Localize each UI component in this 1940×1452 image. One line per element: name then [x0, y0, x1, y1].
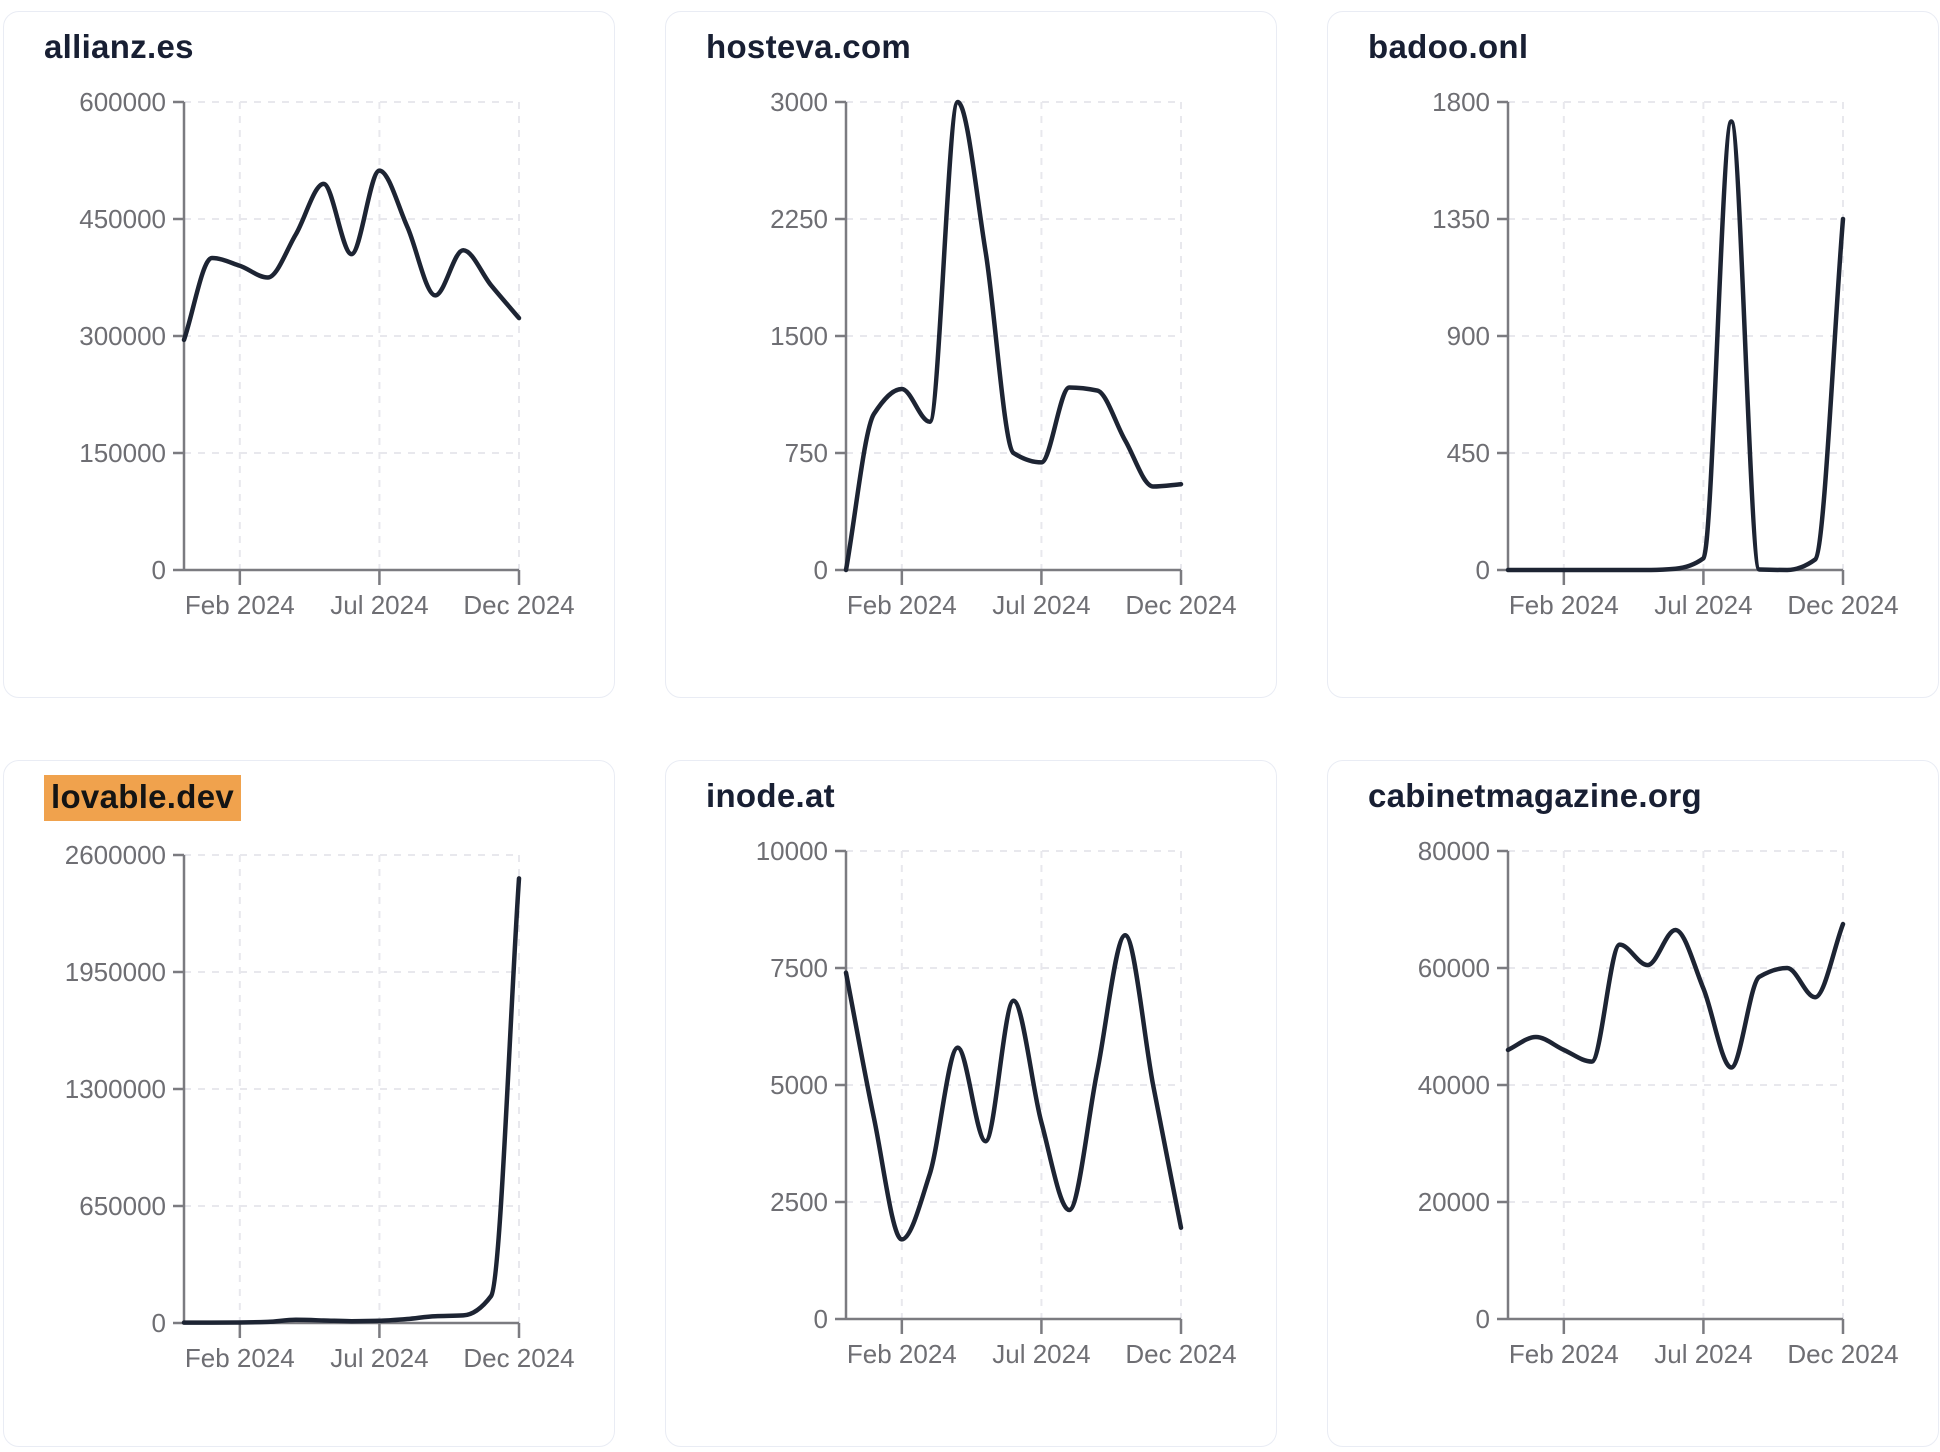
x-tick-label: Dec 2024: [1787, 590, 1898, 620]
chart-title-text: allianz.es: [44, 28, 194, 65]
y-tick-label: 2250: [770, 204, 828, 234]
y-tick-label: 7500: [770, 953, 828, 983]
chart-title-text: badoo.onl: [1368, 28, 1529, 65]
x-tick-label: Dec 2024: [1125, 590, 1236, 620]
grid-lines: [1508, 850, 1844, 1319]
x-tick-label: Dec 2024: [1125, 1339, 1236, 1369]
y-tick-label: 0: [1476, 555, 1490, 585]
x-axis: Feb 2024 Jul 2024 Dec 2024: [184, 568, 575, 620]
x-axis: Feb 2024 Jul 2024 Dec 2024: [184, 1321, 575, 1373]
line-chart: 0 450 900 1350 1800 Feb 2024 Jul 2024 Dec 2024: [1432, 88, 1899, 620]
y-tick-label: 80000: [1418, 837, 1490, 866]
y-tick-label: 300000: [79, 321, 166, 351]
line-chart: 0 20000 40000 60000 80000 Feb 2024 Jul 2024 Dec…: [1418, 837, 1899, 1369]
line-chart: 0 650000 1300000 1950000 2600000 Feb 2024 Jul …: [65, 841, 575, 1373]
y-tick-label: 1300000: [65, 1074, 166, 1104]
chart-card[interactable]: cabinetmagazine.org 0 20000 40000 60000 8000…: [1327, 760, 1939, 1447]
chart-card[interactable]: allianz.es 0 150000 300000 450000 600000 Feb …: [3, 11, 615, 698]
chart-card[interactable]: hosteva.com 0 750 1500 2250 3000 Feb 2024 Jul …: [665, 11, 1277, 698]
y-axis: 0 150000 300000 450000 600000: [79, 88, 186, 585]
chart-card[interactable]: badoo.onl 0 450 900 1350 1800 Feb 2024 Jul 202…: [1327, 11, 1939, 698]
chart-title: hosteva.com: [706, 26, 1236, 68]
series-line: [843, 932, 1184, 1242]
x-tick-label: Dec 2024: [1787, 1339, 1898, 1369]
x-tick-label: Feb 2024: [847, 1339, 957, 1369]
chart-title: inode.at: [706, 775, 1236, 817]
line-chart: 0 2500 5000 7500 10000 Feb 2024 Jul 2024 Dec 20…: [756, 837, 1237, 1369]
chart-title: lovable.dev: [44, 775, 574, 821]
y-tick-label: 1800: [1432, 88, 1490, 117]
y-axis: 0 450 900 1350 1800: [1432, 88, 1510, 585]
x-tick-label: Feb 2024: [847, 590, 957, 620]
y-tick-label: 650000: [79, 1191, 166, 1221]
chart-title-text: inode.at: [706, 777, 835, 814]
x-tick-label: Jul 2024: [992, 590, 1090, 620]
y-tick-label: 900: [1447, 321, 1490, 351]
y-axis: 0 650000 1300000 1950000 2600000: [65, 841, 186, 1338]
y-tick-label: 10000: [756, 837, 828, 866]
grid-lines: [846, 850, 1182, 1319]
x-tick-label: Feb 2024: [185, 590, 295, 620]
x-tick-label: Jul 2024: [330, 1343, 428, 1373]
y-tick-label: 2600000: [65, 841, 166, 870]
series-line: [181, 876, 522, 1325]
y-tick-label: 1950000: [65, 957, 166, 987]
x-axis: Feb 2024 Jul 2024 Dec 2024: [846, 568, 1237, 620]
y-tick-label: 0: [1476, 1304, 1490, 1334]
y-axis: 0 750 1500 2250 3000: [770, 88, 848, 585]
line-chart: 0 150000 300000 450000 600000 Feb 2024 Jul 202…: [79, 88, 575, 620]
y-tick-label: 2500: [770, 1187, 828, 1217]
series-line: [1505, 921, 1846, 1070]
x-tick-label: Jul 2024: [330, 590, 428, 620]
y-tick-label: 0: [152, 1308, 166, 1338]
chart-title-text: cabinetmagazine.org: [1368, 777, 1702, 814]
x-axis: Feb 2024 Jul 2024 Dec 2024: [1508, 1317, 1899, 1369]
y-tick-label: 5000: [770, 1070, 828, 1100]
series-line: [181, 168, 522, 343]
x-tick-label: Jul 2024: [1654, 590, 1752, 620]
x-tick-label: Feb 2024: [1509, 1339, 1619, 1369]
grid-lines: [846, 101, 1182, 570]
y-tick-label: 750: [785, 438, 828, 468]
grid-lines: [184, 854, 520, 1323]
y-tick-label: 1500: [770, 321, 828, 351]
y-tick-label: 3000: [770, 88, 828, 117]
x-axis: Feb 2024 Jul 2024 Dec 2024: [1508, 568, 1899, 620]
x-tick-label: Jul 2024: [1654, 1339, 1752, 1369]
y-tick-label: 0: [814, 1304, 828, 1334]
chart-card[interactable]: lovable.dev 0 650000 1300000 1950000 2600000…: [3, 760, 615, 1447]
y-tick-label: 450: [1447, 438, 1490, 468]
chart-card[interactable]: inode.at 0 2500 5000 7500 10000 Feb 2024 Jul 2…: [665, 760, 1277, 1447]
chart-title-text: hosteva.com: [706, 28, 912, 65]
y-tick-label: 0: [814, 555, 828, 585]
y-axis: 0 2500 5000 7500 10000: [756, 837, 848, 1334]
line-chart: 0 750 1500 2250 3000 Feb 2024 Jul 2024 Dec 2024: [770, 88, 1237, 620]
grid-lines: [1508, 101, 1844, 570]
y-tick-label: 60000: [1418, 953, 1490, 983]
y-tick-label: 20000: [1418, 1187, 1490, 1217]
y-tick-label: 40000: [1418, 1070, 1490, 1100]
chart-title: cabinetmagazine.org: [1368, 775, 1898, 817]
series-line: [1505, 119, 1846, 573]
y-axis: 0 20000 40000 60000 80000: [1418, 837, 1510, 1334]
chart-title-text: lovable.dev: [44, 775, 242, 821]
chart-title: allianz.es: [44, 26, 574, 68]
x-tick-label: Feb 2024: [1509, 590, 1619, 620]
x-tick-label: Jul 2024: [992, 1339, 1090, 1369]
chart-title: badoo.onl: [1368, 26, 1898, 68]
y-tick-label: 150000: [79, 438, 166, 468]
y-tick-label: 1350: [1432, 204, 1490, 234]
y-tick-label: 450000: [79, 204, 166, 234]
x-tick-label: Feb 2024: [185, 1343, 295, 1373]
grid-lines: [184, 101, 520, 570]
y-tick-label: 0: [152, 555, 166, 585]
x-tick-label: Dec 2024: [463, 1343, 574, 1373]
x-axis: Feb 2024 Jul 2024 Dec 2024: [846, 1317, 1237, 1369]
series-line: [843, 99, 1184, 573]
x-tick-label: Dec 2024: [463, 590, 574, 620]
y-tick-label: 600000: [79, 88, 166, 117]
